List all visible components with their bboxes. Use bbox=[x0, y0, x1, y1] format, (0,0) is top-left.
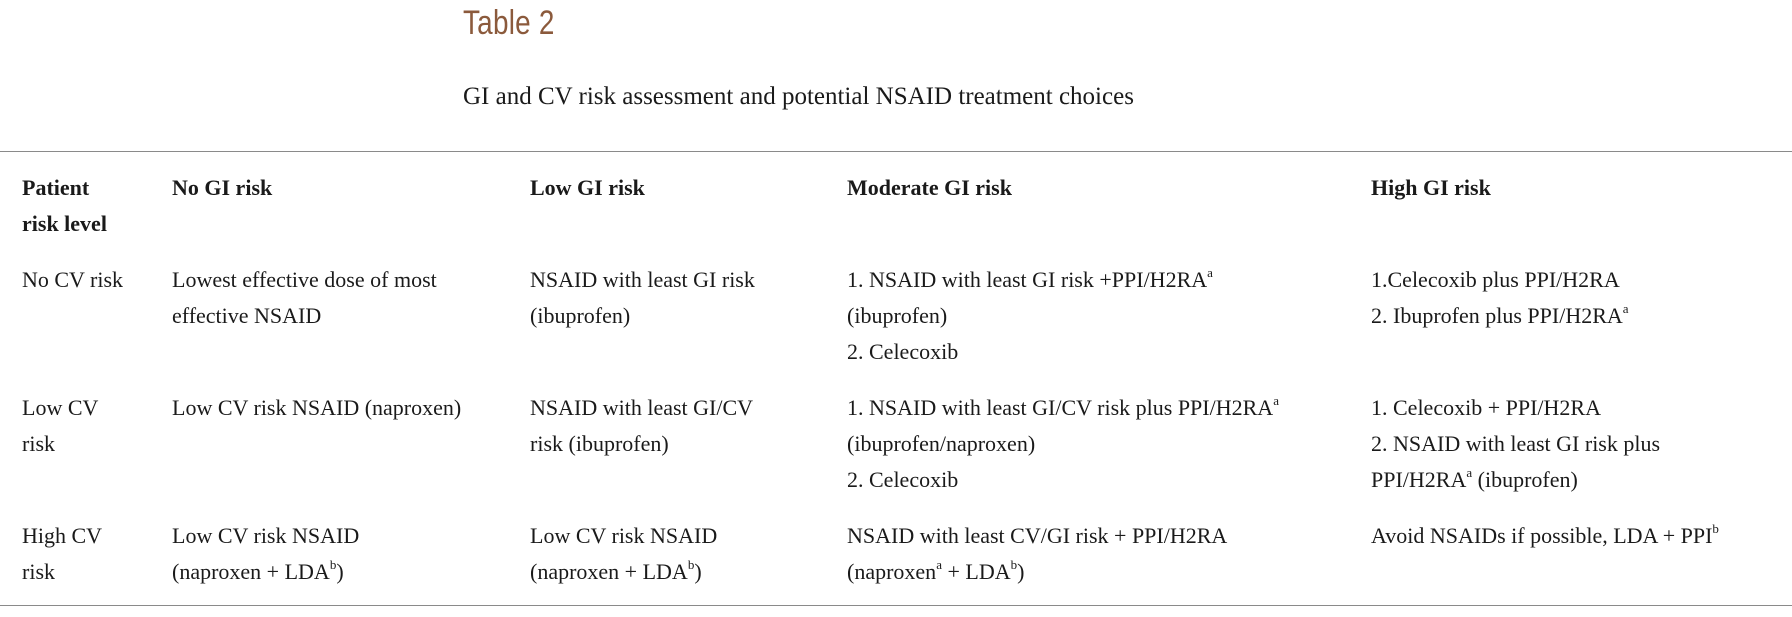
row-label-high-cv-risk: High CV risk bbox=[22, 518, 102, 590]
footnote-marker: b bbox=[687, 556, 695, 572]
cell-line: (ibuprofen/naproxen) bbox=[847, 431, 1036, 456]
cell-line: 2. Celecoxib bbox=[847, 467, 959, 492]
cell-high-cv-no-gi: Low CV risk NSAID (naproxen + LDAb) bbox=[172, 518, 359, 590]
table-label: Table 2 bbox=[463, 4, 555, 42]
cell-line: (naproxen + LDAb) bbox=[172, 554, 359, 590]
header-no-gi-risk: No GI risk bbox=[172, 175, 273, 200]
cell-line: Lowest effective dose of most bbox=[172, 267, 437, 292]
bottom-rule bbox=[0, 605, 1792, 606]
cell-line: 2. Ibuprofen plus PPI/H2RAa bbox=[1371, 298, 1629, 334]
cell-high-cv-low-gi: Low CV risk NSAID (naproxen + LDAb) bbox=[530, 518, 717, 590]
header-high-gi-risk: High GI risk bbox=[1371, 175, 1491, 200]
row-label-no-cv-risk: No CV risk bbox=[22, 267, 124, 292]
cell-line: risk bbox=[22, 431, 55, 456]
cell-line: risk bbox=[22, 559, 55, 584]
cell-line: PPI/H2RAa (ibuprofen) bbox=[1371, 462, 1660, 498]
cell-text: + LDA bbox=[941, 559, 1011, 584]
header-moderate-gi-risk: Moderate GI risk bbox=[847, 175, 1012, 200]
header-line: risk level bbox=[22, 211, 107, 236]
footnote-marker: b bbox=[329, 556, 337, 572]
footnote-marker: a bbox=[1622, 300, 1629, 316]
cell-high-cv-moderate-gi: NSAID with least CV/GI risk + PPI/H2RA (… bbox=[847, 518, 1227, 590]
cell-text: 2. Ibuprofen plus PPI/H2RA bbox=[1371, 303, 1623, 328]
cell-low-cv-high-gi: 1. Celecoxib + PPI/H2RA 2. NSAID with le… bbox=[1371, 390, 1660, 498]
cell-text: 1. NSAID with least GI/CV risk plus PPI/… bbox=[847, 395, 1274, 420]
cell-line: 1. NSAID with least GI/CV risk plus PPI/… bbox=[847, 390, 1279, 426]
cell-line: 2. NSAID with least GI risk plus bbox=[1371, 431, 1661, 456]
cell-line: 2. Celecoxib bbox=[847, 339, 959, 364]
cell-text: Avoid NSAIDs if possible, LDA + PPI bbox=[1371, 523, 1713, 548]
cell-line: effective NSAID bbox=[172, 303, 322, 328]
cell-line: NSAID with least GI risk bbox=[530, 267, 755, 292]
cell-line: (naproxen + LDAb) bbox=[530, 554, 717, 590]
cell-low-cv-no-gi: Low CV risk NSAID (naproxen) bbox=[172, 395, 462, 420]
footnote-marker: a bbox=[936, 556, 942, 572]
cell-line: 1.Celecoxib plus PPI/H2RA bbox=[1371, 267, 1620, 292]
cell-text: (naproxen + LDA bbox=[530, 559, 688, 584]
table-caption: GI and CV risk assessment and potential … bbox=[463, 83, 1134, 110]
cell-text: PPI/H2RA bbox=[1371, 467, 1467, 492]
cell-no-cv-moderate-gi: 1. NSAID with least GI risk +PPI/H2RAa (… bbox=[847, 262, 1213, 370]
cell-high-cv-high-gi: Avoid NSAIDs if possible, LDA + PPIb bbox=[1371, 518, 1719, 554]
cell-text: (naproxen + LDA bbox=[172, 559, 330, 584]
cell-line: Low CV risk NSAID bbox=[172, 523, 360, 548]
cell-text: ) bbox=[694, 559, 702, 584]
cell-line: risk (ibuprofen) bbox=[530, 431, 669, 456]
cell-line: Low CV bbox=[22, 395, 99, 420]
cell-low-cv-moderate-gi: 1. NSAID with least GI/CV risk plus PPI/… bbox=[847, 390, 1279, 498]
footnote-marker: a bbox=[1207, 264, 1213, 280]
header-patient-risk-level: Patient risk level bbox=[22, 170, 107, 242]
cell-line: 1. NSAID with least GI risk +PPI/H2RAa bbox=[847, 262, 1213, 298]
cell-text: (naproxen bbox=[847, 559, 937, 584]
cell-low-cv-low-gi: NSAID with least GI/CV risk (ibuprofen) bbox=[530, 390, 753, 462]
cell-no-cv-low-gi: NSAID with least GI risk (ibuprofen) bbox=[530, 262, 755, 334]
header-line: Patient bbox=[22, 175, 90, 200]
cell-text: ) bbox=[1017, 559, 1025, 584]
footnote-marker: a bbox=[1466, 464, 1473, 480]
cell-line: (naproxena + LDAb) bbox=[847, 554, 1227, 590]
cell-no-cv-no-gi: Lowest effective dose of most effective … bbox=[172, 262, 437, 334]
cell-no-cv-high-gi: 1.Celecoxib plus PPI/H2RA 2. Ibuprofen p… bbox=[1371, 262, 1629, 334]
cell-text: ) bbox=[336, 559, 344, 584]
cell-text: 1. NSAID with least GI risk +PPI/H2RA bbox=[847, 267, 1208, 292]
cell-line: High CV bbox=[22, 523, 103, 548]
cell-text: (ibuprofen) bbox=[1472, 467, 1578, 492]
cell-line: NSAID with least GI/CV bbox=[530, 395, 754, 420]
header-low-gi-risk: Low GI risk bbox=[530, 175, 645, 200]
top-rule bbox=[0, 151, 1792, 152]
cell-line: Avoid NSAIDs if possible, LDA + PPIb bbox=[1371, 518, 1719, 554]
cell-line: NSAID with least CV/GI risk + PPI/H2RA bbox=[847, 523, 1228, 548]
cell-line: Low CV risk NSAID bbox=[530, 523, 718, 548]
footnote-marker: a bbox=[1273, 392, 1279, 408]
footnote-marker: b bbox=[1712, 520, 1719, 536]
cell-line: 1. Celecoxib + PPI/H2RA bbox=[1371, 395, 1601, 420]
footnote-marker: b bbox=[1010, 556, 1018, 572]
cell-line: (ibuprofen) bbox=[847, 303, 948, 328]
row-label-low-cv-risk: Low CV risk bbox=[22, 390, 98, 462]
cell-line: (ibuprofen) bbox=[530, 303, 631, 328]
